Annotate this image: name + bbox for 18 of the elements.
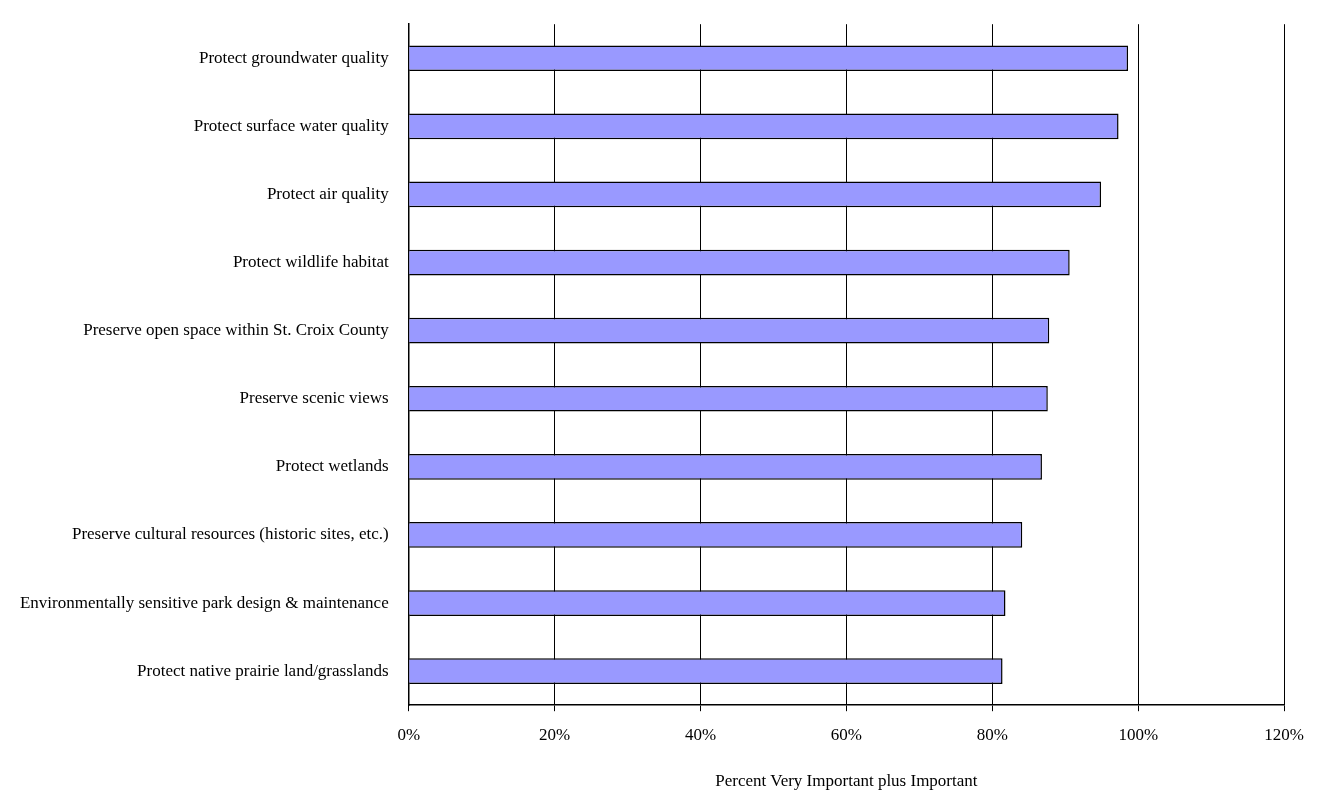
y-tick-label: Preserve open space within St. Croix County [83,320,390,340]
y-tick-label: Protect native prairie land/grasslands [137,660,389,680]
x-tick-label: 20% [539,724,571,744]
x-tick-label: 40% [684,724,717,744]
y-tick-label: Preserve cultural resources (historic sites, etc.) [71,524,389,544]
y-tick-label: Protect surface water quality [193,115,390,135]
y-tick-label: Protect wetlands [275,456,389,476]
x-tick-label: 0% [397,724,421,744]
y-tick-label: Protect air quality [266,183,390,203]
y-tick-label: Protect groundwater quality [198,47,390,67]
y-tick-label: Environmentally sensitive park design & maintenance [19,592,389,612]
x-tick-label: 100% [1118,724,1159,744]
x-tick-label: 120% [1264,724,1305,744]
y-tick-label: Protect wildlife habitat [232,252,389,272]
x-tick-label: 60% [830,724,863,744]
x-axis-title: Percent Very Important plus Important [715,771,978,791]
y-tick-label: Preserve scenic views [239,388,389,408]
x-tick-label: 80% [976,724,1008,744]
